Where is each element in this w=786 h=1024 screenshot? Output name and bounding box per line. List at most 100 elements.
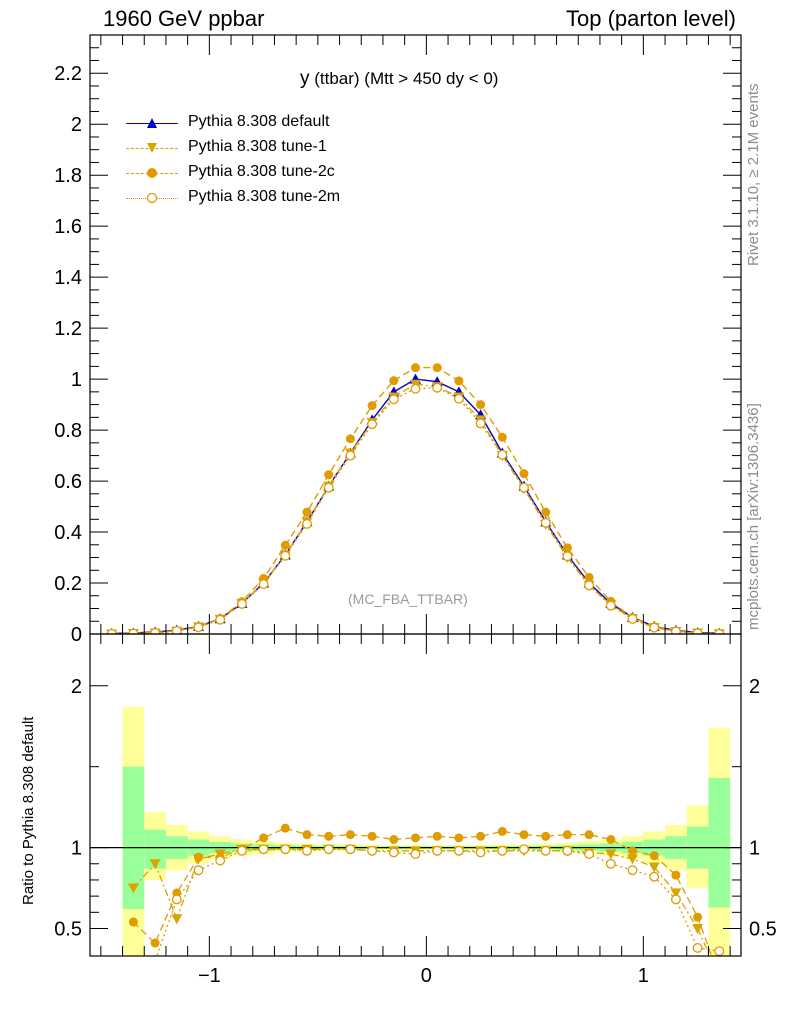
data-point-marker (215, 614, 226, 625)
data-point-marker (497, 449, 508, 460)
triangle-up-icon (147, 118, 157, 128)
y-tick-label: 1 (71, 369, 82, 391)
data-point-marker (411, 833, 420, 843)
data-point-marker (280, 844, 291, 855)
data-point-marker (519, 469, 529, 479)
data-point-marker (562, 543, 572, 553)
series-line (132, 848, 711, 956)
y-tick-label: 0.5 (749, 918, 777, 940)
data-point-marker (670, 894, 681, 905)
data-point-marker (584, 830, 594, 840)
data-point-marker (627, 865, 638, 876)
plot-title-detail: (ttbar) (Mtt > 450 dy < 0) (314, 69, 499, 88)
data-point-marker (410, 849, 421, 860)
y-tick-label: 1 (71, 838, 82, 860)
data-point-marker (541, 831, 551, 841)
data-point-marker (367, 401, 377, 411)
y-tick-label: 1.4 (54, 267, 82, 289)
data-point-marker (475, 418, 486, 429)
ratio-plot-frame (89, 633, 742, 957)
data-point-marker (193, 865, 204, 876)
y-tick-label: 0.8 (54, 420, 82, 442)
data-point-marker (649, 871, 660, 882)
data-point-marker (562, 830, 572, 840)
legend-entry-tune-2c: Pythia 8.308 tune-2c (126, 163, 386, 188)
data-point-marker (693, 912, 703, 922)
legend-label: Pythia 8.308 tune-1 (188, 138, 327, 155)
data-point-marker (606, 834, 616, 844)
data-point-marker (432, 831, 442, 841)
data-point-marker (714, 946, 725, 956)
y-tick-label: 0.2 (54, 573, 82, 595)
data-point-marker (367, 831, 377, 841)
series-line (156, 848, 720, 956)
y-tick-label: 2.2 (54, 63, 82, 85)
data-point-marker (453, 845, 464, 856)
data-point-marker (323, 482, 334, 493)
data-point-marker (584, 849, 595, 860)
data-point-marker (280, 550, 291, 561)
data-point-marker (605, 858, 616, 869)
data-point-marker (411, 363, 420, 373)
legend-entry-default: Pythia 8.308 default (126, 113, 386, 138)
data-point-marker (715, 973, 724, 982)
legend-label: Pythia 8.308 default (188, 113, 330, 130)
data-point-marker (171, 625, 182, 634)
data-point-marker (476, 831, 486, 841)
y-tick-label: 2 (71, 114, 82, 136)
y-tick-label: 1.2 (54, 318, 82, 340)
y-tick-label: 0.5 (54, 918, 82, 940)
data-point-marker (345, 450, 356, 461)
data-point-marker (497, 432, 507, 442)
legend-entry-tune-1: Pythia 8.308 tune-1 (126, 138, 386, 163)
data-point-marker (150, 938, 160, 948)
data-point-marker (453, 393, 464, 404)
data-point-marker (432, 382, 443, 393)
data-point-marker (259, 833, 269, 843)
data-point-marker (367, 845, 378, 856)
y-tick-label: 1.8 (54, 165, 82, 187)
series-line (132, 827, 713, 956)
data-point-marker (345, 434, 355, 444)
legend-label: Pythia 8.308 tune-2m (188, 188, 341, 205)
data-point-marker (584, 572, 594, 582)
data-point-marker (128, 917, 138, 927)
data-point-marker (194, 852, 203, 862)
rivet-version-label: Rivet 3.1.10, ≥ 2.1M events (745, 83, 762, 267)
data-point-marker (476, 400, 486, 410)
data-point-marker (692, 628, 703, 634)
process-label: Top (parton level) (566, 6, 736, 31)
y-tick-label: 1 (749, 838, 760, 860)
data-point-marker (628, 846, 637, 856)
data-point-marker (302, 845, 312, 856)
data-point-marker (540, 517, 551, 528)
data-point-marker (497, 845, 508, 856)
data-point-marker (432, 845, 443, 856)
data-point-marker (627, 854, 638, 865)
data-point-marker (649, 622, 660, 633)
mcplots-reference-label: mcplots.cern.ch [arXiv:1306.3436] (745, 403, 762, 630)
data-point-marker (236, 845, 247, 856)
data-point-marker (236, 598, 247, 609)
data-point-marker (519, 844, 529, 855)
data-point-marker (323, 844, 334, 855)
plot-title: y (ttbar) (Mtt > 450 dy < 0) (300, 68, 498, 90)
data-point-marker (280, 823, 290, 833)
data-point-marker (258, 844, 269, 855)
legend-entry-tune-2m: Pythia 8.308 tune-2m (126, 188, 386, 213)
ratio-axis-label: Ratio to Pythia 8.308 default (20, 716, 37, 905)
data-point-marker (475, 847, 486, 858)
data-point-marker (454, 376, 464, 386)
triangle-down-icon (147, 143, 157, 153)
data-point-marker (584, 580, 595, 591)
plot-title-variable: y (300, 68, 310, 89)
mc-uncertainty-band-inner (144, 829, 166, 869)
data-point-marker (671, 870, 681, 880)
data-point-marker (562, 845, 573, 856)
y-tick-label: 2 (71, 676, 82, 698)
data-point-marker (454, 833, 464, 843)
y-tick-label: 1.6 (54, 216, 82, 238)
x-tick-label: 1 (638, 965, 649, 987)
data-point-marker (388, 847, 399, 858)
